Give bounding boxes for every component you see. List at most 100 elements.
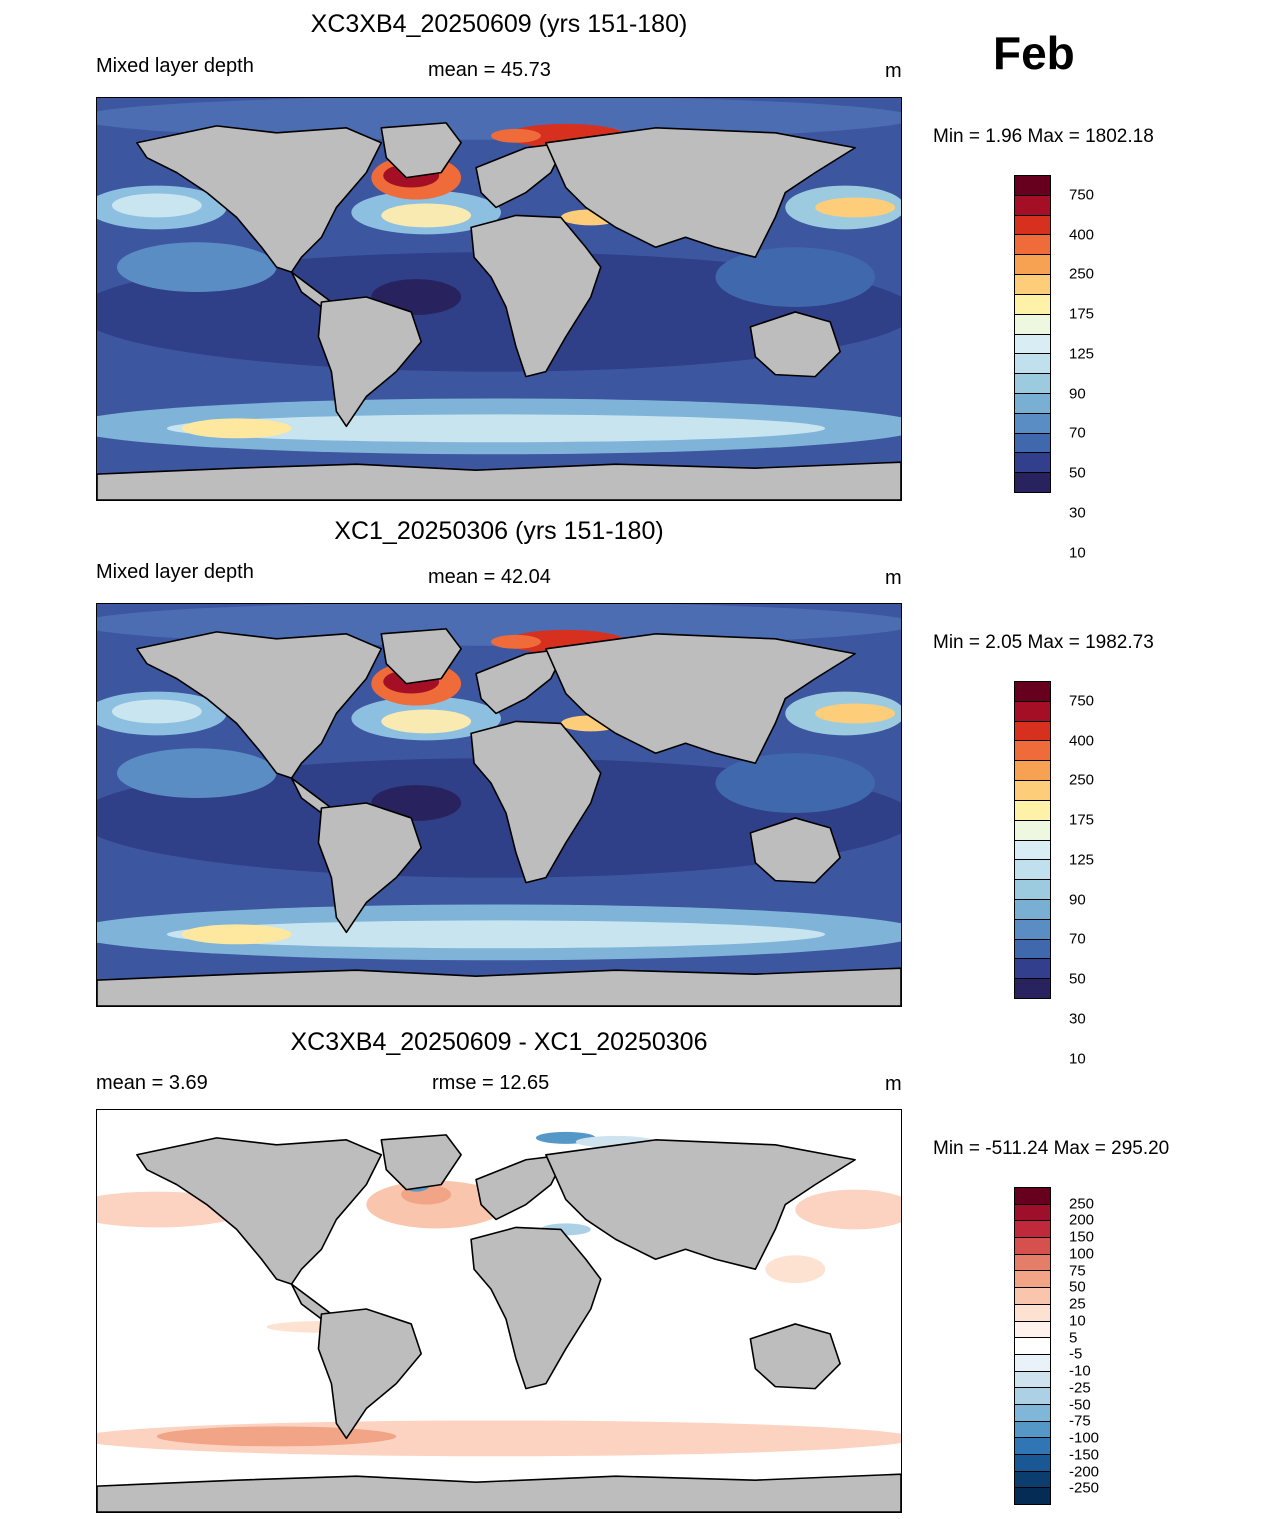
colorbar-swatch: [1015, 1488, 1050, 1505]
colorbar-swatch: [1015, 1421, 1050, 1439]
panel1-map: [96, 97, 902, 501]
colorbar-swatch: [1015, 275, 1050, 295]
colorbar-swatch: [1015, 433, 1050, 454]
colorbar-label: -10: [1069, 1362, 1091, 1380]
colorbar-swatch: [1015, 215, 1050, 236]
colorbar-swatch: [1015, 781, 1050, 801]
colorbar-label: 25: [1069, 1295, 1086, 1313]
colorbar-label: 750: [1069, 186, 1095, 204]
panel2-mean: mean = 42.04: [428, 566, 551, 588]
colorbar-label: 70: [1069, 424, 1086, 442]
colorbar-swatch: [1015, 1238, 1050, 1255]
colorbar-label: 10: [1069, 1312, 1086, 1330]
colorbar-label: 250: [1069, 1195, 1095, 1213]
colorbar-label: 125: [1069, 851, 1095, 869]
panel2-units: m: [885, 567, 902, 589]
colorbar-swatch: [1015, 761, 1050, 782]
panel3-title: XC3XB4_20250609 - XC1_20250306: [290, 1028, 708, 1056]
colorbar-label: 90: [1069, 891, 1086, 909]
colorbar-swatch: [1015, 1254, 1050, 1272]
panel1-title: XC3XB4_20250609 (yrs 151-180): [310, 10, 688, 38]
colorbar-swatch: [1015, 235, 1050, 256]
colorbar-label: 250: [1069, 265, 1095, 283]
colorbar-swatch: [1015, 1438, 1050, 1455]
colorbar-label: 70: [1069, 930, 1086, 948]
panel3-units: m: [885, 1073, 902, 1095]
colorbar-swatch: [1015, 959, 1050, 980]
colorbar-swatch: [1015, 473, 1050, 492]
colorbar-swatch: [1015, 682, 1050, 702]
panel1-left-label: Mixed layer depth: [96, 55, 254, 77]
colorbar-swatch: [1015, 800, 1050, 821]
panel3-colorbar-labels: 250 200 150 100 75 50 25 10 5 -5 -10 -25 -50 -75 -100-…: [1069, 1187, 1129, 1505]
colorbar-swatch: [1015, 413, 1050, 434]
colorbar-label: 75: [1069, 1262, 1086, 1280]
colorbar-label: -75: [1069, 1412, 1091, 1430]
panel1-colorbar-labels: 750 400 250 175 125 90 70 50 30 10: [1069, 175, 1129, 561]
colorbar-swatch: [1015, 1388, 1050, 1405]
panel3-min-max: Min = -511.24 Max = 295.20: [933, 1138, 1170, 1159]
colorbar-swatch: [1015, 979, 1050, 998]
colorbar-label: 50: [1069, 1278, 1086, 1296]
panel2-min-max: Min = 2.05 Max = 1982.73: [933, 632, 1154, 653]
colorbar-label: -250: [1069, 1479, 1100, 1497]
colorbar-label: 400: [1069, 732, 1095, 750]
colorbar-label: 175: [1069, 811, 1095, 829]
colorbar-swatch: [1015, 1304, 1050, 1322]
colorbar-label: 400: [1069, 226, 1095, 244]
colorbar-swatch: [1015, 393, 1050, 414]
colorbar-swatch: [1015, 1404, 1050, 1422]
colorbar-label: 150: [1069, 1228, 1095, 1246]
colorbar-label: 125: [1069, 345, 1095, 363]
panel1-mean: mean = 45.73: [428, 59, 551, 81]
colorbar-swatch: [1015, 354, 1050, 375]
colorbar-swatch: [1015, 314, 1050, 335]
colorbar-label: 10: [1069, 544, 1086, 562]
colorbar-swatch: [1015, 1321, 1050, 1339]
colorbar-swatch: [1015, 721, 1050, 742]
colorbar-label: -50: [1069, 1396, 1091, 1414]
colorbar-swatch: [1015, 195, 1050, 216]
colorbar-swatch: [1015, 840, 1050, 861]
colorbar-label: 10: [1069, 1050, 1086, 1068]
colorbar-swatch: [1015, 860, 1050, 881]
world-map-svg: [97, 604, 901, 1006]
colorbar-label: 50: [1069, 970, 1086, 988]
colorbar-swatch: [1015, 1221, 1050, 1239]
colorbar-label: -100: [1069, 1429, 1100, 1447]
colorbar-swatch: [1015, 741, 1050, 762]
month-label: Feb: [993, 27, 1075, 79]
colorbar-swatch: [1015, 1204, 1050, 1222]
panel1-units: m: [885, 60, 902, 82]
panel1-colorbar: [1014, 175, 1051, 493]
colorbar-swatch: [1015, 334, 1050, 355]
colorbar-swatch: [1015, 1338, 1050, 1355]
colorbar-swatch: [1015, 1354, 1050, 1372]
colorbar-swatch: [1015, 1271, 1050, 1289]
colorbar-swatch: [1015, 919, 1050, 940]
colorbar-swatch: [1015, 374, 1050, 394]
panel3-rmse: rmse = 12.65: [432, 1072, 550, 1094]
colorbar-swatch: [1015, 255, 1050, 276]
panel3-colorbar: [1014, 1187, 1051, 1505]
colorbar-label: 5: [1069, 1329, 1078, 1347]
panel3-map: [96, 1109, 902, 1513]
colorbar-label: 100: [1069, 1245, 1095, 1263]
colorbar-swatch: [1015, 176, 1050, 196]
colorbar-label: -25: [1069, 1379, 1091, 1397]
panel2-colorbar-labels: 750 400 250 175 125 90 70 50 30 10: [1069, 681, 1129, 1067]
panel2-map: [96, 603, 902, 1007]
colorbar-label: 90: [1069, 385, 1086, 403]
panel3-mean: mean = 3.69: [96, 1072, 208, 1094]
colorbar-label: 30: [1069, 1010, 1086, 1028]
colorbar-swatch: [1015, 453, 1050, 474]
world-map-svg: [97, 98, 901, 500]
colorbar-swatch: [1015, 899, 1050, 920]
colorbar-swatch: [1015, 820, 1050, 841]
colorbar-swatch: [1015, 880, 1050, 900]
colorbar-label: 750: [1069, 692, 1095, 710]
colorbar-swatch: [1015, 1188, 1050, 1205]
colorbar-label: -150: [1069, 1446, 1100, 1464]
colorbar-swatch: [1015, 294, 1050, 315]
colorbar-label: 30: [1069, 504, 1086, 522]
